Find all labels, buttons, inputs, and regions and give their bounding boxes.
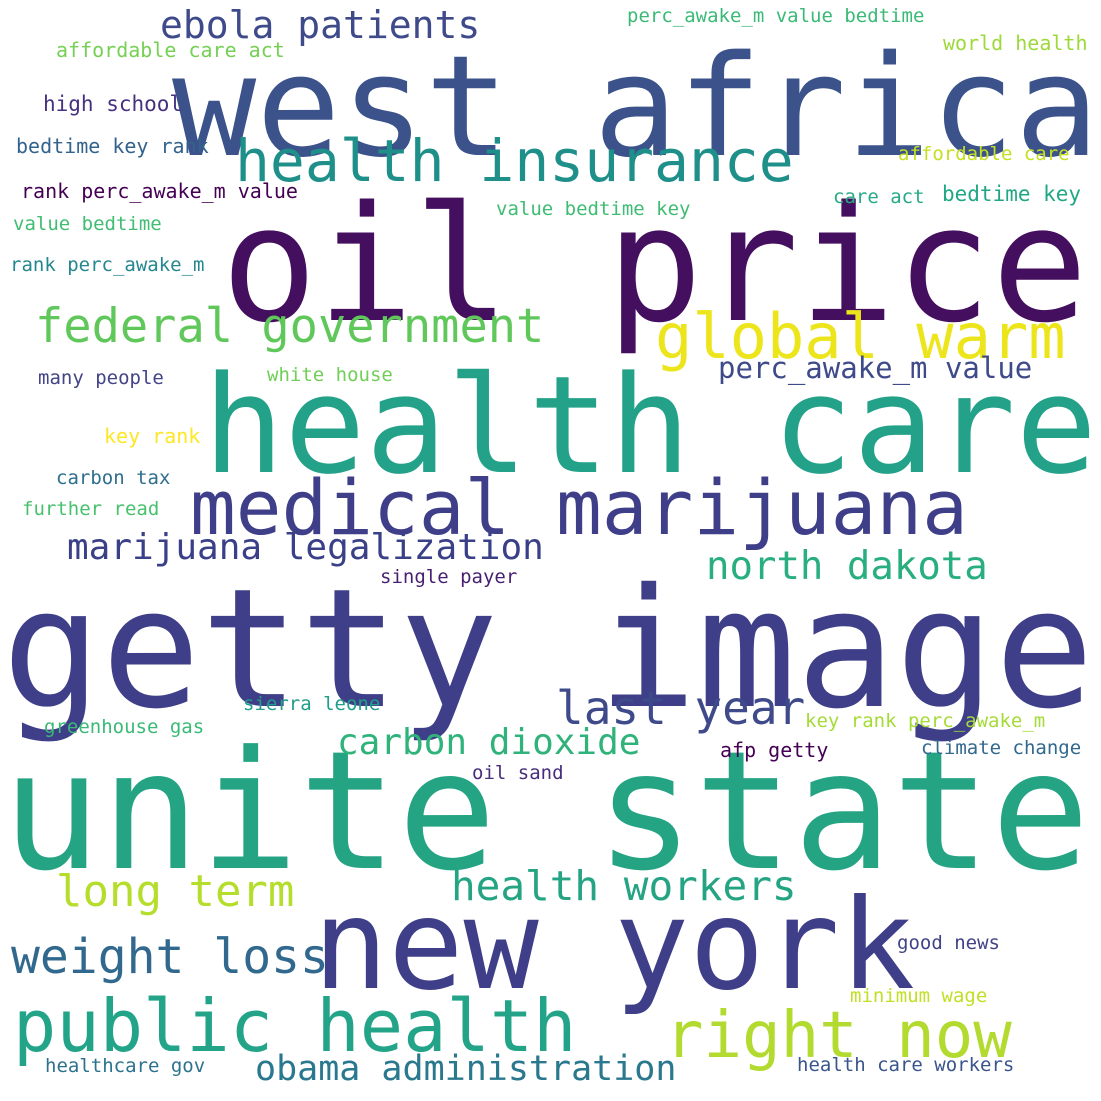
word-sierra-leone: sierra leone	[243, 693, 381, 715]
word-medical-marijuana: medical marijuana	[190, 463, 968, 552]
word-new-york: new york	[313, 873, 916, 1018]
word-afp-getty: afp getty	[720, 738, 829, 762]
word-marijuana-legalization: marijuana legalization	[67, 527, 544, 568]
word-health-workers: health workers	[451, 862, 797, 910]
word-health-care-workers: health care workers	[797, 1054, 1015, 1076]
word-long-term: long term	[56, 866, 295, 917]
word-value-bedtime-key: value bedtime key	[496, 198, 691, 220]
word-last-year: last year	[556, 681, 806, 735]
word-perc-awake-m-value: perc_awake_m value	[718, 351, 1033, 385]
word-high-school: high school	[43, 92, 183, 116]
word-bedtime-key: bedtime key	[942, 182, 1082, 206]
word-affordable-care-act: affordable care act	[56, 38, 285, 62]
word-world-health: world health	[943, 31, 1088, 55]
word-good-news: good news	[897, 932, 1000, 954]
word-climate-change: climate change	[921, 737, 1082, 759]
word-oil-sand: oil sand	[472, 762, 564, 784]
word-greenhouse-gas: greenhouse gas	[44, 716, 205, 738]
word-rank-perc-awake-m: rank perc_awake_m	[10, 254, 205, 276]
word-single-payer: single payer	[380, 566, 518, 588]
word-public-health: public health	[13, 984, 577, 1068]
word-rank-perc-awake-m-value: rank perc_awake_m value	[21, 179, 298, 203]
word-health-care: health care	[203, 347, 1098, 504]
word-healthcare-gov: healthcare gov	[45, 1055, 206, 1077]
word-affordable-care: affordable care	[898, 143, 1070, 165]
word-carbon-dioxide: carbon dioxide	[337, 722, 641, 763]
word-carbon-tax: carbon tax	[56, 467, 171, 489]
word-right-now: right now	[665, 999, 1012, 1073]
word-further-read: further read	[22, 498, 160, 520]
word-federal-government: federal government	[35, 299, 545, 354]
word-bedtime-key-rank: bedtime key rank	[16, 134, 209, 158]
word-ebola-patients: ebola patients	[160, 3, 481, 47]
word-white-house: white house	[267, 364, 393, 386]
word-obama-administration: obama administration	[255, 1049, 677, 1089]
word-perc-awake-m-value-bedtime: perc_awake_m value bedtime	[627, 5, 925, 27]
word-key-rank-perc-awake-m: key rank perc_awake_m	[805, 710, 1046, 732]
word-oil-price: oil price	[221, 171, 1088, 358]
word-global-warm: global warm	[655, 300, 1066, 373]
word-care-act: care act	[833, 186, 925, 208]
word-unite-state: unite state	[2, 716, 1090, 907]
word-many-people: many people	[38, 367, 164, 389]
word-health-insurance: health insurance	[235, 127, 794, 195]
word-minimum-wage: minimum wage	[850, 985, 988, 1007]
word-west-africa: west africa	[172, 26, 1100, 189]
word-value-bedtime: value bedtime	[13, 213, 162, 235]
word-weight-loss: weight loss	[11, 929, 329, 985]
word-key-rank: key rank	[104, 424, 201, 448]
word-north-dakota: north dakota	[706, 544, 988, 589]
word-getty-image: getty image	[2, 553, 1094, 745]
